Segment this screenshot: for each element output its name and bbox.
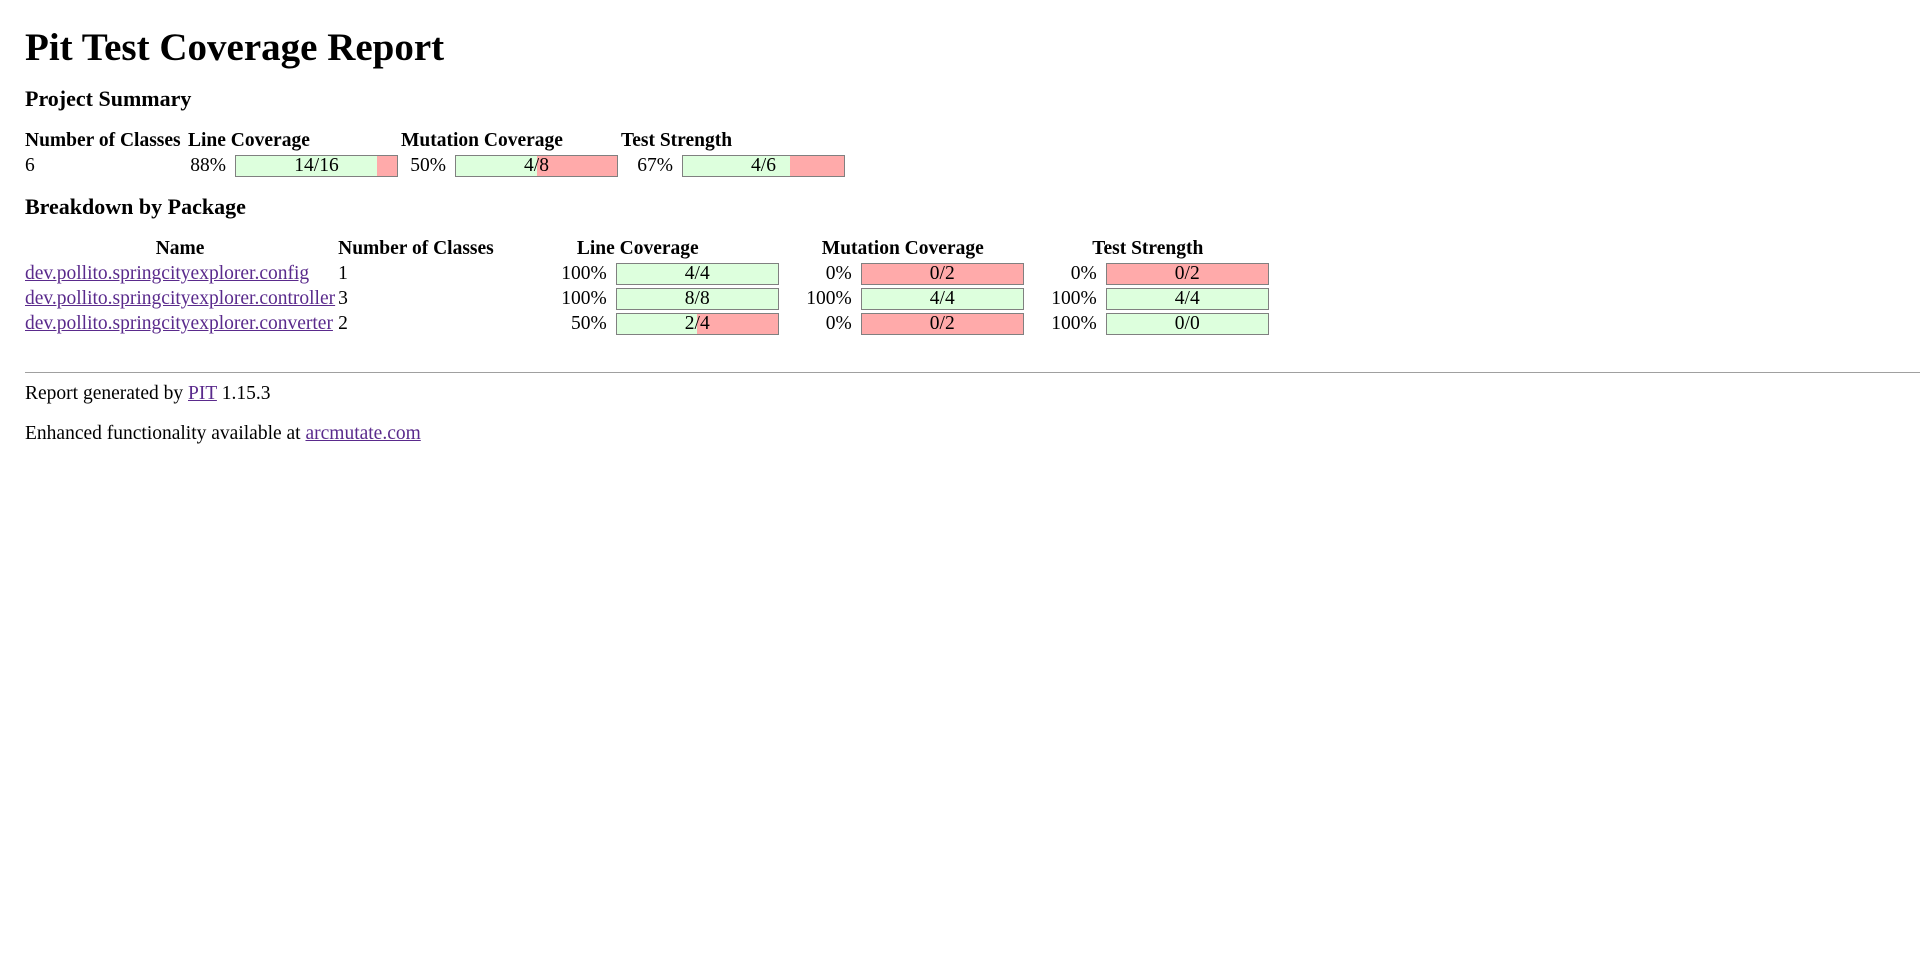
package-line-bar-cell: 2/4 [616,313,779,335]
header-mutation-coverage: Mutation Coverage [401,130,618,152]
summary-classes-count: 6 [25,155,185,177]
package-mutation-coverage-bar: 0/2 [861,263,1024,285]
package-mutation-coverage-label: 0/2 [862,264,1023,284]
package-name-cell: dev.pollito.springcityexplorer.converter [25,313,335,335]
package-strength-coverage-bar: 4/4 [1106,288,1269,310]
package-line-percent: 100% [497,263,613,285]
arcmutate-link[interactable]: arcmutate.com [305,423,420,444]
report-generated-line: Report generated by PIT 1.15.3 [25,383,1920,405]
summary-mutation-coverage-bar: 4/8 [455,155,618,177]
summary-mutation-coverage-label: 4/8 [456,156,617,176]
package-mutation-percent: 0% [782,313,858,335]
package-line-coverage-label: 8/8 [617,289,778,309]
package-classes-count: 1 [338,263,494,285]
package-strength-percent: 100% [1027,313,1103,335]
package-link[interactable]: dev.pollito.springcityexplorer.controlle… [25,288,335,309]
header-number-of-classes: Number of Classes [25,130,185,152]
package-link[interactable]: dev.pollito.springcityexplorer.config [25,263,309,284]
package-line-coverage-label: 4/4 [617,264,778,284]
header-package-test-strength: Test Strength [1027,238,1269,260]
header-package-mutation-coverage: Mutation Coverage [782,238,1024,260]
breakdown-by-package-heading: Breakdown by Package [25,194,1920,220]
package-mutation-coverage-label: 4/4 [862,289,1023,309]
enhanced-functionality-line: Enhanced functionality available at arcm… [25,423,1920,445]
summary-test-strength-label: 4/6 [683,156,844,176]
package-link[interactable]: dev.pollito.springcityexplorer.converter [25,313,333,334]
package-line-coverage-bar: 2/4 [616,313,779,335]
package-strength-percent: 0% [1027,263,1103,285]
pit-version: 1.15.3 [217,383,271,404]
package-rows: dev.pollito.springcityexplorer.config 1 10… [25,263,1269,335]
package-strength-coverage-label: 0/0 [1107,314,1268,334]
summary-strength-percent: 67% [621,155,679,177]
header-package-number-of-classes: Number of Classes [338,238,494,260]
package-mutation-percent: 0% [782,263,858,285]
package-mutation-bar-cell: 0/2 [861,263,1024,285]
package-strength-coverage-label: 4/4 [1107,289,1268,309]
generated-prefix: Report generated by [25,383,188,404]
package-name-cell: dev.pollito.springcityexplorer.config [25,263,335,285]
package-line-coverage-bar: 8/8 [616,288,779,310]
enhanced-prefix: Enhanced functionality available at [25,423,305,444]
package-mutation-coverage-bar: 0/2 [861,313,1024,335]
table-row: dev.pollito.springcityexplorer.config 1 10… [25,263,1269,285]
package-classes-count: 2 [338,313,494,335]
summary-row: 6 88% 14/16 50% 4/8 67% [25,155,845,177]
summary-strength-bar-cell: 4/6 [682,155,845,177]
summary-line-bar-cell: 14/16 [235,155,398,177]
summary-test-strength-bar: 4/6 [682,155,845,177]
package-strength-coverage-bar: 0/0 [1106,313,1269,335]
package-mutation-coverage-bar: 4/4 [861,288,1024,310]
package-strength-bar-cell: 0/2 [1106,263,1269,285]
summary-mutation-percent: 50% [401,155,452,177]
package-strength-coverage-label: 0/2 [1107,264,1268,284]
package-mutation-percent: 100% [782,288,858,310]
project-summary-table: Number of Classes Line Coverage Mutation… [22,127,848,180]
package-name-cell: dev.pollito.springcityexplorer.controlle… [25,288,335,310]
package-strength-bar-cell: 4/4 [1106,288,1269,310]
table-row: dev.pollito.springcityexplorer.converter… [25,313,1269,335]
summary-line-coverage-bar: 14/16 [235,155,398,177]
package-line-percent: 100% [497,288,613,310]
package-mutation-bar-cell: 4/4 [861,288,1024,310]
package-classes-count: 3 [338,288,494,310]
package-line-coverage-bar: 4/4 [616,263,779,285]
package-strength-coverage-bar: 0/2 [1106,263,1269,285]
package-breakdown-table: Name Number of Classes Line Coverage Mut… [22,235,1272,338]
package-strength-percent: 100% [1027,288,1103,310]
package-line-bar-cell: 4/4 [616,263,779,285]
summary-line-coverage-label: 14/16 [236,156,397,176]
report-page: Pit Test Coverage Report Project Summary… [0,0,1920,445]
project-summary-heading: Project Summary [25,86,1920,112]
package-strength-bar-cell: 0/0 [1106,313,1269,335]
footer-divider [25,372,1920,373]
header-line-coverage: Line Coverage [188,130,398,152]
summary-mutation-bar-cell: 4/8 [455,155,618,177]
summary-line-percent: 88% [188,155,232,177]
package-line-coverage-label: 2/4 [617,314,778,334]
package-mutation-bar-cell: 0/2 [861,313,1024,335]
package-line-percent: 50% [497,313,613,335]
package-mutation-coverage-label: 0/2 [862,314,1023,334]
pit-link[interactable]: PIT [188,383,217,404]
table-row: dev.pollito.springcityexplorer.controlle… [25,288,1269,310]
page-title: Pit Test Coverage Report [25,0,1920,70]
package-line-bar-cell: 8/8 [616,288,779,310]
header-package-line-coverage: Line Coverage [497,238,779,260]
header-package-name: Name [25,238,335,260]
header-test-strength: Test Strength [621,130,845,152]
